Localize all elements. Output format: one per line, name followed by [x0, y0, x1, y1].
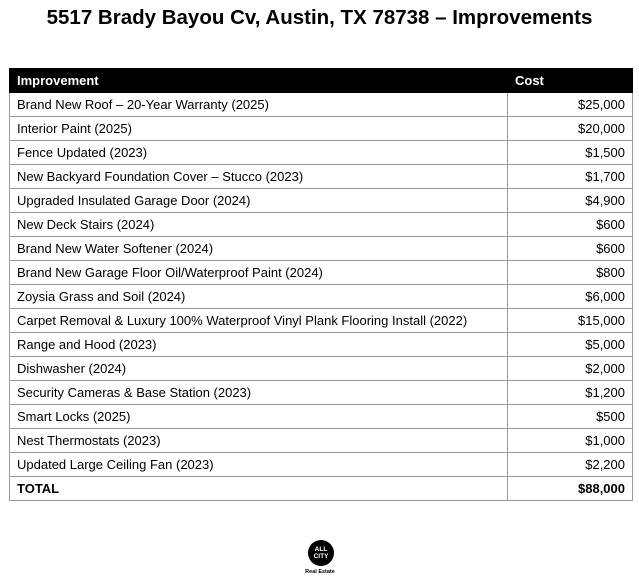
table-row: Updated Large Ceiling Fan (2023) $2,200 [9, 452, 633, 477]
table-row: Smart Locks (2025) $500 [9, 404, 633, 429]
cost-cell: $5,000 [507, 332, 633, 357]
table-row: Nest Thermostats (2023) $1,000 [9, 428, 633, 453]
cost-cell: $600 [507, 236, 633, 261]
cost-cell: $15,000 [507, 308, 633, 333]
improvement-cell: Brand New Garage Floor Oil/Waterproof Pa… [9, 260, 508, 285]
improvement-cell: Dishwasher (2024) [9, 356, 508, 381]
improvement-cell: Smart Locks (2025) [9, 404, 508, 429]
improvement-cell: Range and Hood (2023) [9, 332, 508, 357]
improvement-cell: Brand New Water Softener (2024) [9, 236, 508, 261]
improvement-cell: Nest Thermostats (2023) [9, 428, 508, 453]
cost-cell: $800 [507, 260, 633, 285]
total-label: TOTAL [9, 476, 508, 501]
cost-cell: $1,200 [507, 380, 633, 405]
improvement-cell: Zoysia Grass and Soil (2024) [9, 284, 508, 309]
table-row: Brand New Water Softener (2024) $600 [9, 236, 633, 261]
table-row: Interior Paint (2025) $20,000 [9, 116, 633, 141]
cost-cell: $25,000 [507, 92, 633, 117]
cost-cell: $4,900 [507, 188, 633, 213]
improvement-cell: Fence Updated (2023) [9, 140, 508, 165]
table-row: Dishwasher (2024) $2,000 [9, 356, 633, 381]
all-city-logo: ALL CITY [308, 540, 334, 566]
table-row: New Backyard Foundation Cover – Stucco (… [9, 164, 633, 189]
improvement-cell: Security Cameras & Base Station (2023) [9, 380, 508, 405]
improvement-cell: Updated Large Ceiling Fan (2023) [9, 452, 508, 477]
cost-cell: $2,000 [507, 356, 633, 381]
cost-cell: $600 [507, 212, 633, 237]
improvements-table: Improvement Cost Brand New Roof – 20-Yea… [9, 68, 633, 501]
cost-cell: $6,000 [507, 284, 633, 309]
table-row: Carpet Removal & Luxury 100% Waterproof … [9, 308, 633, 333]
table-row: Security Cameras & Base Station (2023) $1… [9, 380, 633, 405]
table-row: Upgraded Insulated Garage Door (2024) $4,… [9, 188, 633, 213]
improvement-cell: Upgraded Insulated Garage Door (2024) [9, 188, 508, 213]
table-row: Range and Hood (2023) $5,000 [9, 332, 633, 357]
total-cost: $88,000 [507, 476, 633, 501]
table-row: Zoysia Grass and Soil (2024) $6,000 [9, 284, 633, 309]
cost-cell: $20,000 [507, 116, 633, 141]
total-row: TOTAL $88,000 [9, 476, 633, 501]
header-improvement: Improvement [9, 68, 508, 93]
table-row: Fence Updated (2023) $1,500 [9, 140, 633, 165]
cost-cell: $1,500 [507, 140, 633, 165]
table-header: Improvement Cost [9, 68, 633, 93]
improvement-cell: New Backyard Foundation Cover – Stucco (… [9, 164, 508, 189]
logo-subtext: Real Estate [305, 569, 335, 575]
table-row: Brand New Garage Floor Oil/Waterproof Pa… [9, 260, 633, 285]
table-row: New Deck Stairs (2024) $600 [9, 212, 633, 237]
header-cost: Cost [507, 68, 633, 93]
page-title: 5517 Brady Bayou Cv, Austin, TX 78738 – … [46, 6, 593, 29]
improvement-cell: Carpet Removal & Luxury 100% Waterproof … [9, 308, 508, 333]
cost-cell: $2,200 [507, 452, 633, 477]
table-row: Brand New Roof – 20-Year Warranty (2025)… [9, 92, 633, 117]
improvement-cell: New Deck Stairs (2024) [9, 212, 508, 237]
cost-cell: $1,000 [507, 428, 633, 453]
improvement-cell: Interior Paint (2025) [9, 116, 508, 141]
cost-cell: $500 [507, 404, 633, 429]
improvement-cell: Brand New Roof – 20-Year Warranty (2025) [9, 92, 508, 117]
cost-cell: $1,700 [507, 164, 633, 189]
